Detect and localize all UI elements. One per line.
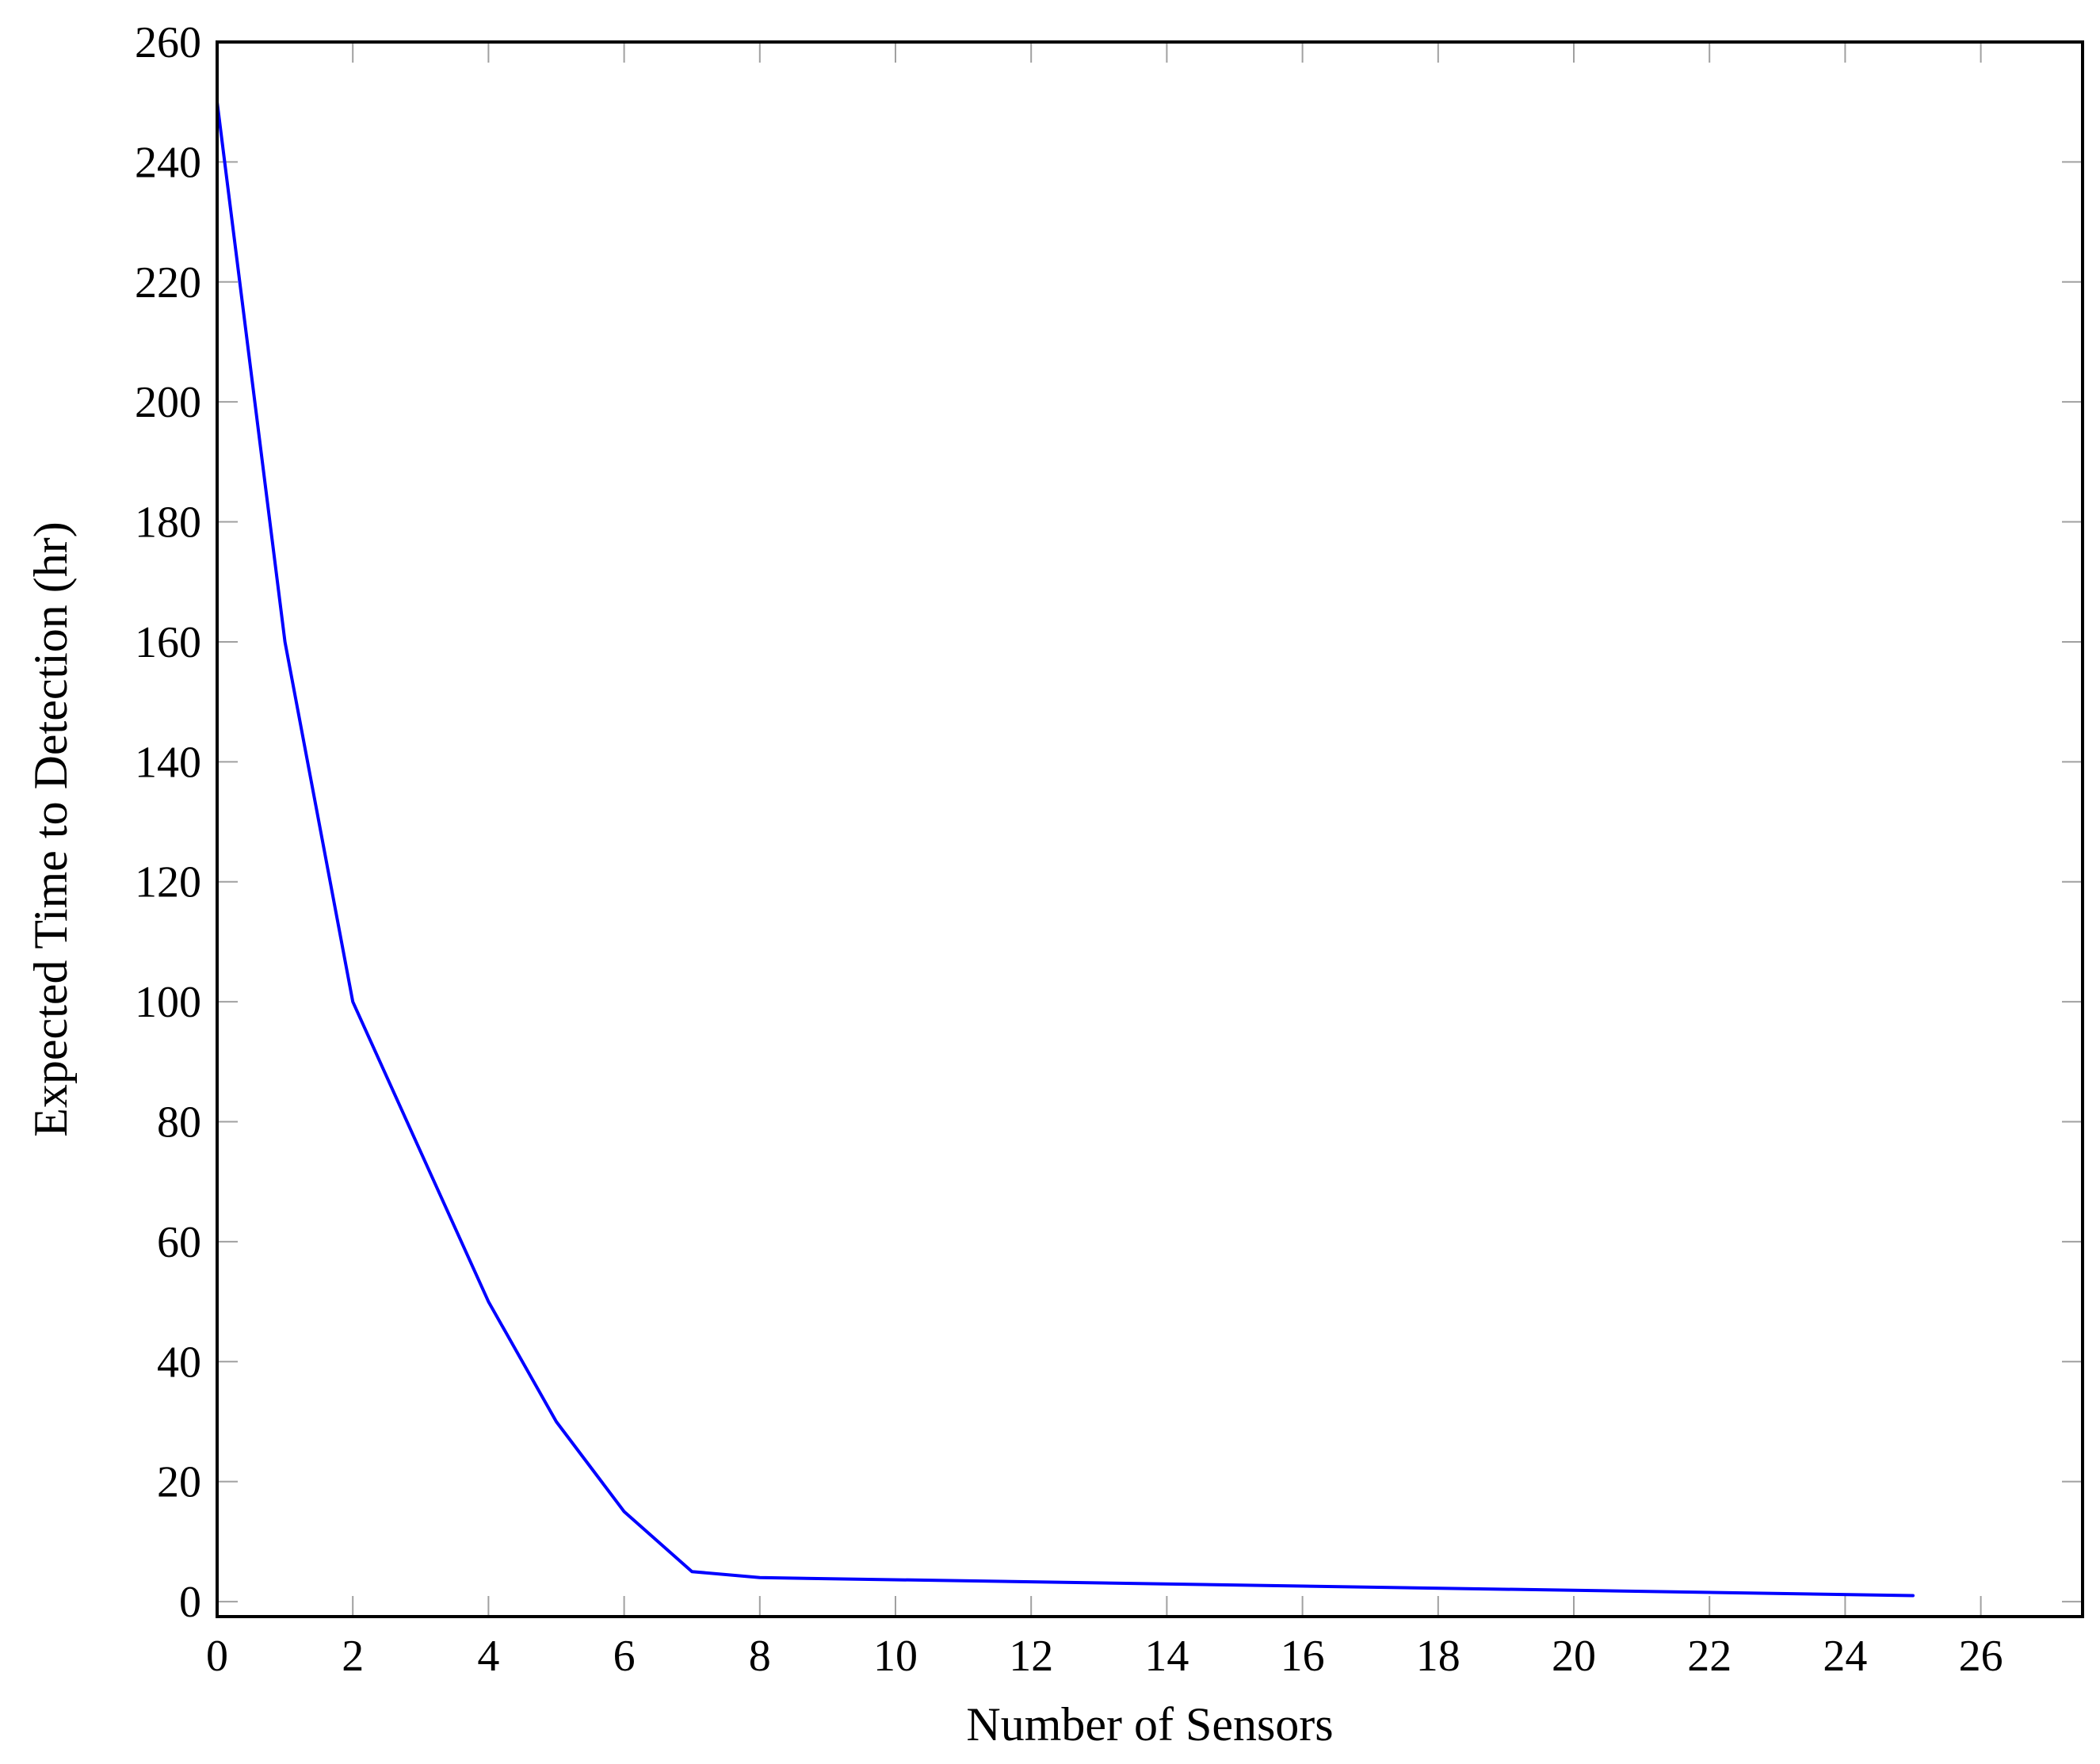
plot-area-frame	[216, 40, 2084, 1618]
x-tick-label: 10	[873, 1632, 918, 1681]
x-tick-label: 26	[1959, 1632, 2003, 1681]
y-tick-label: 180	[135, 498, 201, 548]
x-tick-label: 20	[1552, 1632, 1596, 1681]
y-tick-label: 60	[157, 1218, 201, 1267]
axis-ticks	[216, 41, 2083, 1617]
x-tick-label: 4	[477, 1632, 499, 1681]
x-tick-label: 0	[206, 1632, 228, 1681]
y-tick-label: 40	[157, 1338, 201, 1387]
y-tick-label: 100	[135, 978, 201, 1027]
x-tick-label: 14	[1144, 1632, 1189, 1681]
x-tick-label: 22	[1687, 1632, 1732, 1681]
y-tick-label: 0	[179, 1578, 201, 1627]
y-tick-label: 160	[135, 618, 201, 667]
x-tick-label: 2	[342, 1632, 364, 1681]
x-tick-label: 16	[1281, 1632, 1325, 1681]
y-tick-label: 80	[157, 1098, 201, 1147]
y-axis-title: Expected Time to Detection (hr)	[25, 521, 77, 1136]
x-tick-label: 12	[1009, 1632, 1053, 1681]
series-line	[216, 100, 1915, 1598]
x-axis-title: Number of Sensors	[966, 1698, 1333, 1751]
y-tick-label: 240	[135, 138, 201, 187]
x-tick-label: 24	[1823, 1632, 1867, 1681]
y-tick-label: 260	[135, 18, 201, 67]
y-tick-label: 200	[135, 378, 201, 427]
y-tick-label: 220	[135, 258, 201, 307]
plot-series	[216, 100, 1915, 1598]
y-tick-label: 120	[135, 858, 201, 907]
y-tick-label: 140	[135, 738, 201, 787]
y-tick-label: 20	[157, 1458, 201, 1507]
x-tick-label: 8	[749, 1632, 771, 1681]
tick-labels: 0 2 4 6 8 10 12 14 16 18 20 22 24 2602040608010012014…	[135, 18, 2003, 1681]
x-tick-label: 18	[1416, 1632, 1460, 1681]
x-tick-label: 6	[613, 1632, 636, 1681]
